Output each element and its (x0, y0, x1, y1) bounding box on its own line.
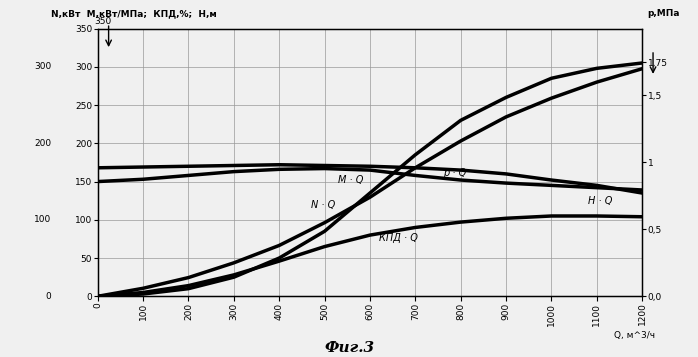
Text: 350: 350 (94, 17, 112, 26)
Text: КПД · Q: КПД · Q (379, 233, 418, 243)
Text: р · Q: р · Q (443, 168, 466, 178)
Text: Фиг.3: Фиг.3 (324, 341, 374, 355)
Text: 0: 0 (45, 292, 52, 301)
Text: р,МПа: р,МПа (648, 9, 680, 18)
Text: H · Q: H · Q (588, 196, 612, 206)
Text: 200: 200 (34, 139, 52, 148)
Text: Q, м^3/ч: Q, м^3/ч (614, 331, 655, 340)
Text: M · Q: M · Q (339, 175, 364, 185)
Text: 100: 100 (34, 215, 52, 224)
Text: N,кВт  М,кВт/МПа;  КПД,%;  Н,м: N,кВт М,кВт/МПа; КПД,%; Н,м (52, 9, 217, 18)
Text: 300: 300 (34, 62, 52, 71)
Text: N · Q: N · Q (311, 200, 335, 210)
